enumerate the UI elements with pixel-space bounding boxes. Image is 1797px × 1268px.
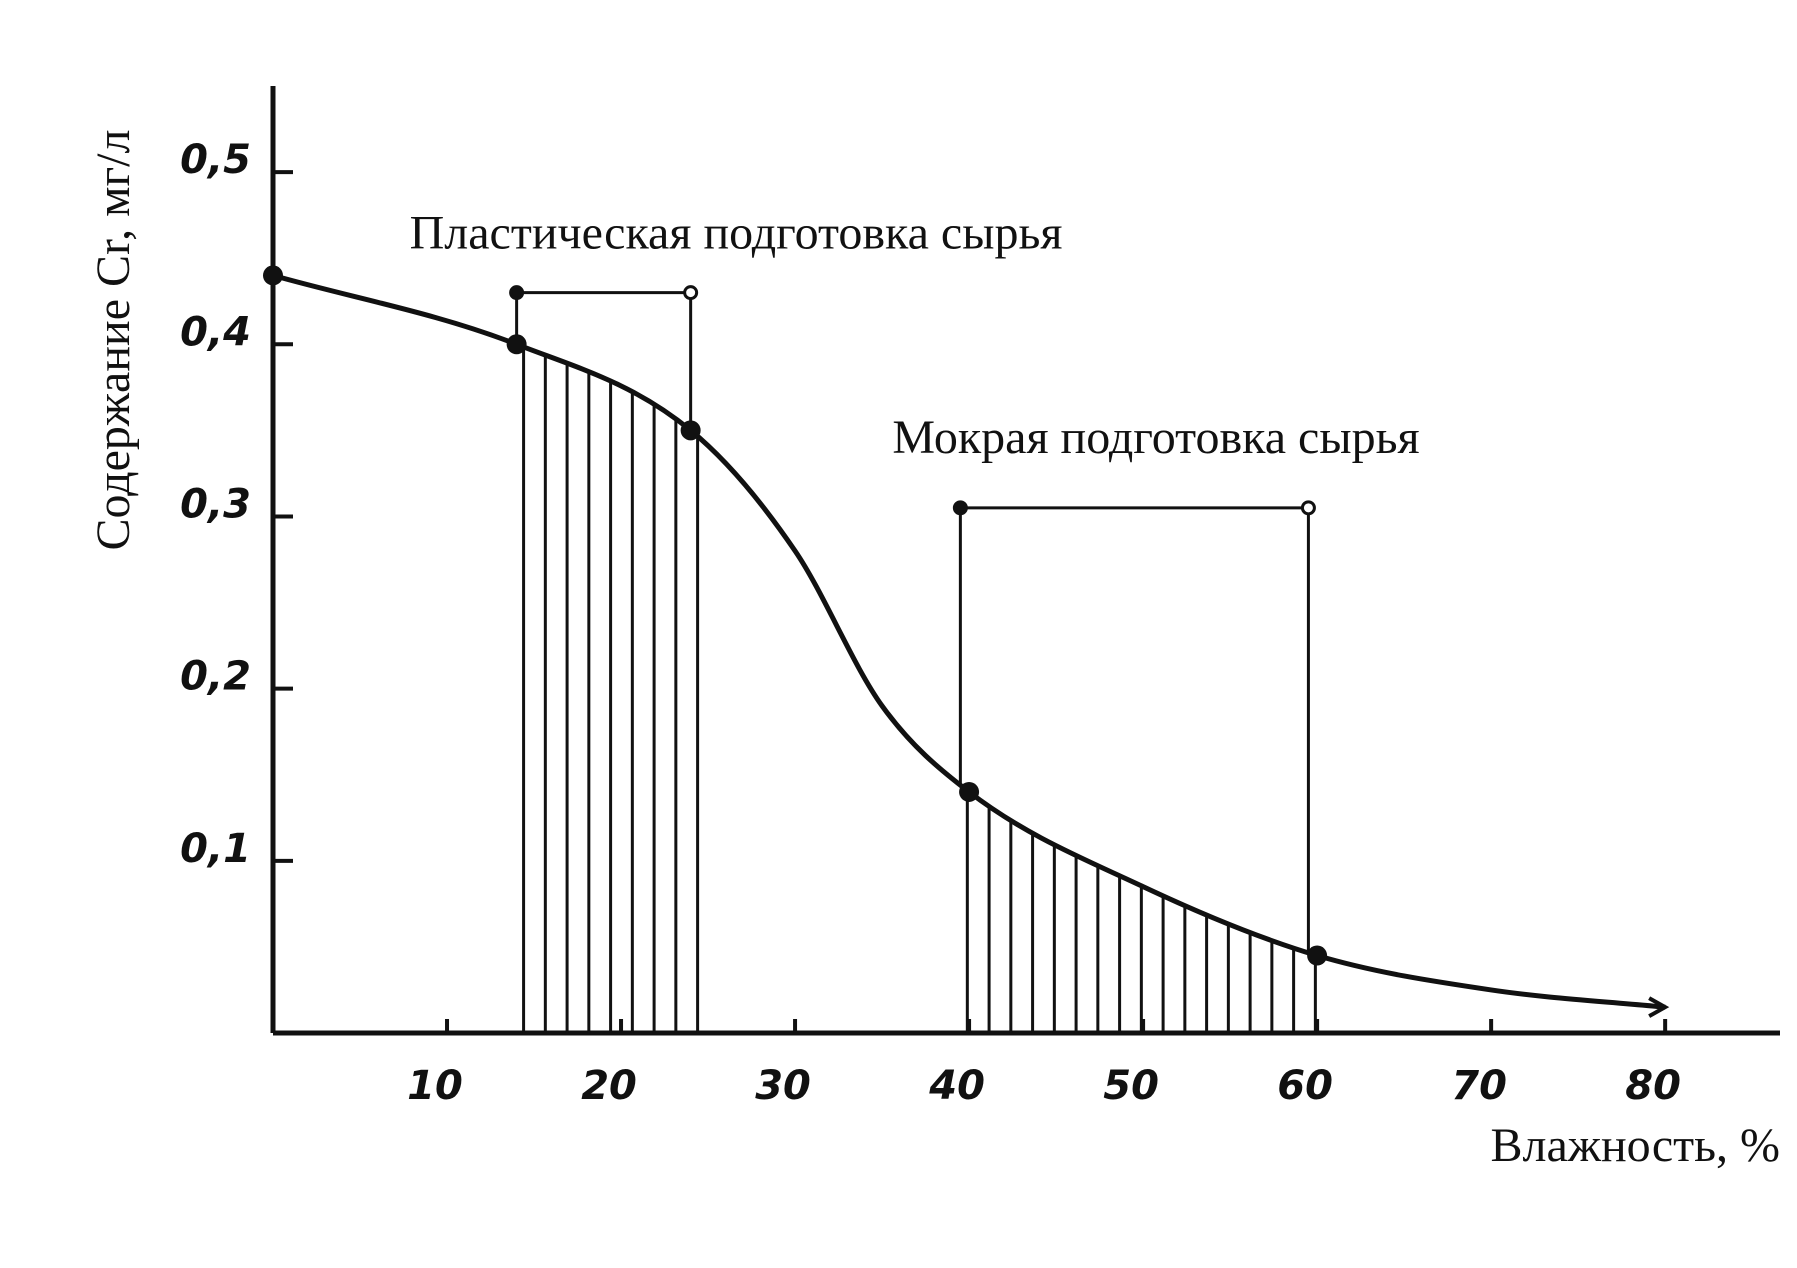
x-axis-label: Влажность, % xyxy=(1491,1119,1780,1172)
x-tick-label: 20 xyxy=(581,1063,637,1109)
curve xyxy=(272,272,1666,1010)
point xyxy=(506,334,527,355)
x-tick-label: 40 xyxy=(928,1063,985,1109)
range-end xyxy=(509,285,525,301)
point xyxy=(263,265,283,286)
x-tick-label: 80 xyxy=(1625,1063,1681,1109)
y-tick-label: 0,2 xyxy=(180,654,251,700)
x-tick-label: 30 xyxy=(755,1063,811,1109)
y-tick-label: 0,3 xyxy=(180,481,251,527)
x-tick-label: 60 xyxy=(1277,1063,1333,1109)
point xyxy=(1307,945,1328,966)
y-tick-label: 0,1 xyxy=(180,826,251,872)
range-end xyxy=(1300,500,1316,516)
x-tick-label: 50 xyxy=(1103,1063,1159,1109)
x-tick-label: 70 xyxy=(1451,1063,1507,1109)
range-end xyxy=(952,500,968,516)
x-tick-label: 10 xyxy=(407,1063,463,1109)
range-label: Пластическая подготовка сырья xyxy=(410,207,1063,260)
point xyxy=(959,781,980,802)
y-axis-label: Содержание Cr, мг/л xyxy=(87,130,140,551)
y-tick-label: 0,5 xyxy=(180,137,251,183)
range-label: Мокрая подготовка сырья xyxy=(892,411,1419,464)
point xyxy=(680,420,701,441)
range-end xyxy=(683,285,699,301)
y-tick-label: 0,4 xyxy=(180,309,251,355)
arrow-head xyxy=(1648,996,1670,1018)
